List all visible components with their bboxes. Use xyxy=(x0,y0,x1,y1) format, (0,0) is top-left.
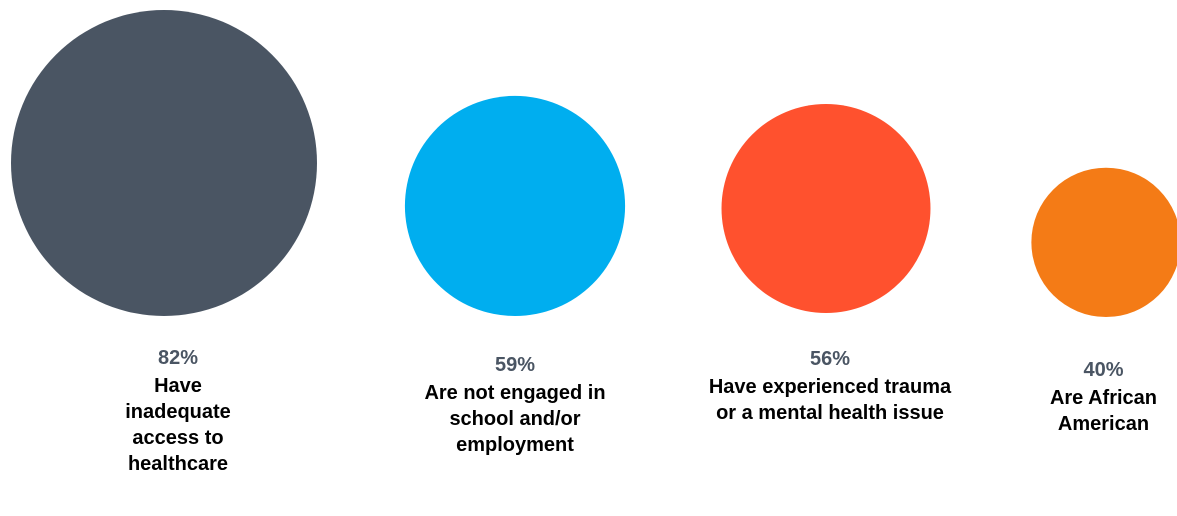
bubble-label-1: 82% Have inadequate access to healthcare xyxy=(88,347,268,477)
bubble-4 xyxy=(1031,167,1177,317)
bubble-description-1: Have inadequate access to healthcare xyxy=(125,375,231,475)
bubble-label-4: 40% Are African American xyxy=(1030,359,1177,437)
bubble-2 xyxy=(404,95,626,317)
bubble-percent-3: 56% xyxy=(809,348,851,370)
bubble-percent-1: 82% xyxy=(157,347,199,369)
bubble-description-4: Are African American xyxy=(1049,387,1158,435)
bubble-1 xyxy=(11,10,317,316)
bubble-description-3: Have experienced trauma or a mental heal… xyxy=(708,376,952,424)
bubble-description-2: Are not engaged in school and/or employm… xyxy=(424,382,606,456)
bubble-label-3: 56% Have experienced trauma or a mental … xyxy=(705,348,955,426)
bubble-percent-2: 59% xyxy=(494,354,536,376)
bubble-percent-4: 40% xyxy=(1083,359,1124,381)
bubble-3 xyxy=(721,104,931,313)
bubble-label-2: 59% Are not engaged in school and/or emp… xyxy=(390,354,640,458)
